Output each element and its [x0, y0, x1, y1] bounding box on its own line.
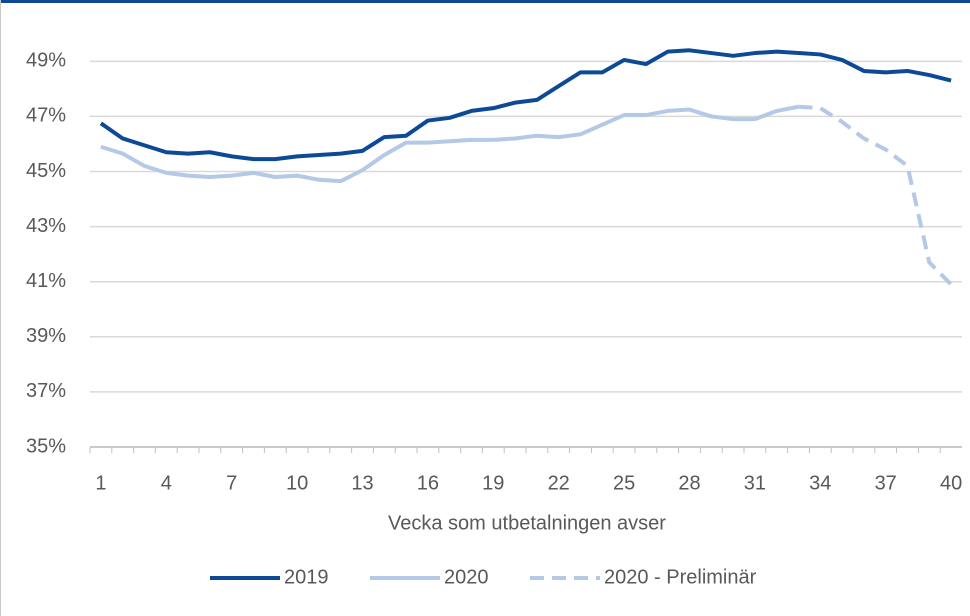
y-tick-label: 45% — [26, 160, 66, 182]
y-tick-label: 47% — [26, 105, 66, 127]
y-tick-label: 35% — [26, 435, 66, 457]
x-tick-label: 25 — [613, 472, 635, 494]
x-tick-label: 28 — [678, 472, 700, 494]
y-tick-label: 41% — [26, 270, 66, 292]
y-tick-label: 37% — [26, 380, 66, 402]
series-line — [99, 48, 952, 162]
x-tick-label: 4 — [161, 472, 172, 494]
x-tick-label: 31 — [744, 472, 766, 494]
y-tick-label: 49% — [26, 50, 66, 72]
legend-label: 2020 — [444, 566, 489, 588]
x-tick-label: 34 — [809, 472, 831, 494]
x-tick-label: 37 — [875, 472, 897, 494]
x-tick-label: 7 — [226, 472, 237, 494]
x-tick-label: 40 — [940, 472, 962, 494]
y-tick-label: 39% — [26, 325, 66, 347]
x-tick-label: 10 — [286, 472, 308, 494]
legend-label: 2019 — [284, 566, 329, 588]
x-tick-label: 13 — [351, 472, 373, 494]
legend-label: 2020 - Preliminär — [604, 566, 757, 588]
x-axis-title: Vecka som utbetalningen avser — [388, 512, 666, 534]
x-tick-label: 19 — [482, 472, 504, 494]
x-tick-label: 22 — [548, 472, 570, 494]
x-tick-label: 16 — [417, 472, 439, 494]
series-line — [100, 104, 799, 184]
series-line — [798, 104, 953, 286]
x-tick-label: 1 — [95, 472, 106, 494]
y-tick-label: 43% — [26, 215, 66, 237]
